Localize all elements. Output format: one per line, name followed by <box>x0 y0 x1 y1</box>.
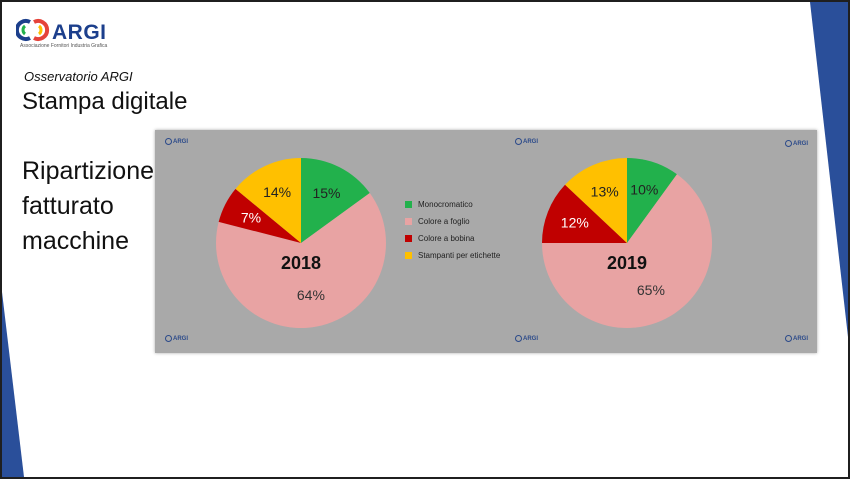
right-deco-band <box>810 2 848 337</box>
slice-value-label: 14% <box>263 184 291 200</box>
legend-label: Monocromatico <box>418 200 473 209</box>
pie-slice <box>235 158 301 243</box>
pie-slice <box>542 184 627 243</box>
pie-slice <box>627 158 677 243</box>
legend-item: Monocromatico <box>405 200 500 217</box>
pie-slice <box>542 174 712 328</box>
logo-text: ARGI <box>52 21 107 44</box>
watermark-text: ARGI <box>793 141 808 148</box>
argi-logo: ARGI Associazione Fornitori Industria Gr… <box>16 12 136 52</box>
watermark-text: ARGI <box>523 336 538 343</box>
pie-slice <box>301 158 370 243</box>
legend-label: Colore a foglio <box>418 217 470 226</box>
legend-swatch <box>405 235 412 243</box>
legend-swatch <box>405 252 412 260</box>
side-title-line-2: fatturato <box>22 192 114 220</box>
pie-year-title: 2019 <box>607 253 647 273</box>
logo-subtitle: Associazione Fornitori Industria Grafica <box>20 43 108 49</box>
watermark-text: ARGI <box>173 139 188 146</box>
slice-value-label: 65% <box>637 282 665 298</box>
pie-charts: 15% 64% 7%14% 2018 10% 65% 12%13% 2019 <box>216 158 712 328</box>
chart-panel: 15% 64% 7% 14% 2018 10% 65% 12% 13% 2019 ARGI ARG… <box>155 130 817 353</box>
slide-subtitle: Osservatorio ARGI <box>24 69 133 84</box>
slice-value-label: 7% <box>241 210 261 226</box>
watermark-logo-icon: ARGI <box>785 140 811 152</box>
logo-mark-icon <box>16 19 50 41</box>
slide-title: Stampa digitale <box>22 88 188 115</box>
watermark-logo-icon: ARGI <box>515 138 541 150</box>
legend-label: Colore a bobina <box>418 234 475 243</box>
slice-value-label: 15% <box>312 185 340 201</box>
watermark-logo-icon: ARGI <box>165 138 191 150</box>
slice-value-label: 64% <box>297 287 325 303</box>
pie-year-title: 2018 <box>281 253 321 273</box>
chart-legend: Monocromatico Colore a foglio Colore a b… <box>405 200 500 268</box>
legend-swatch <box>405 201 412 209</box>
watermark-logo-icon: ARGI <box>785 335 811 347</box>
legend-item: Colore a foglio <box>405 217 500 234</box>
watermark-text: ARGI <box>523 139 538 146</box>
legend-item: Stampanti per etichette <box>405 251 500 268</box>
slice-value-label: 13% <box>591 184 619 200</box>
legend-swatch <box>405 218 412 226</box>
side-title: Ripartizione fatturato macchine <box>22 154 154 259</box>
pie-slice <box>216 193 387 328</box>
side-title-line-3: macchine <box>22 227 129 255</box>
left-deco-band <box>2 292 24 477</box>
watermark-logo-icon: ARGI <box>515 335 541 347</box>
pie-slice <box>565 158 627 243</box>
slice-value-label: 12% <box>561 214 589 230</box>
legend-item: Colore a bobina <box>405 234 500 251</box>
slice-value-label: 10% <box>630 182 658 198</box>
legend-label: Stampanti per etichette <box>418 251 501 260</box>
side-title-line-1: Ripartizione <box>22 157 155 185</box>
watermark-text: ARGI <box>173 336 188 343</box>
pie-slice <box>218 188 301 243</box>
watermark-text: ARGI <box>793 336 808 343</box>
watermark-logo-icon: ARGI <box>165 335 191 347</box>
